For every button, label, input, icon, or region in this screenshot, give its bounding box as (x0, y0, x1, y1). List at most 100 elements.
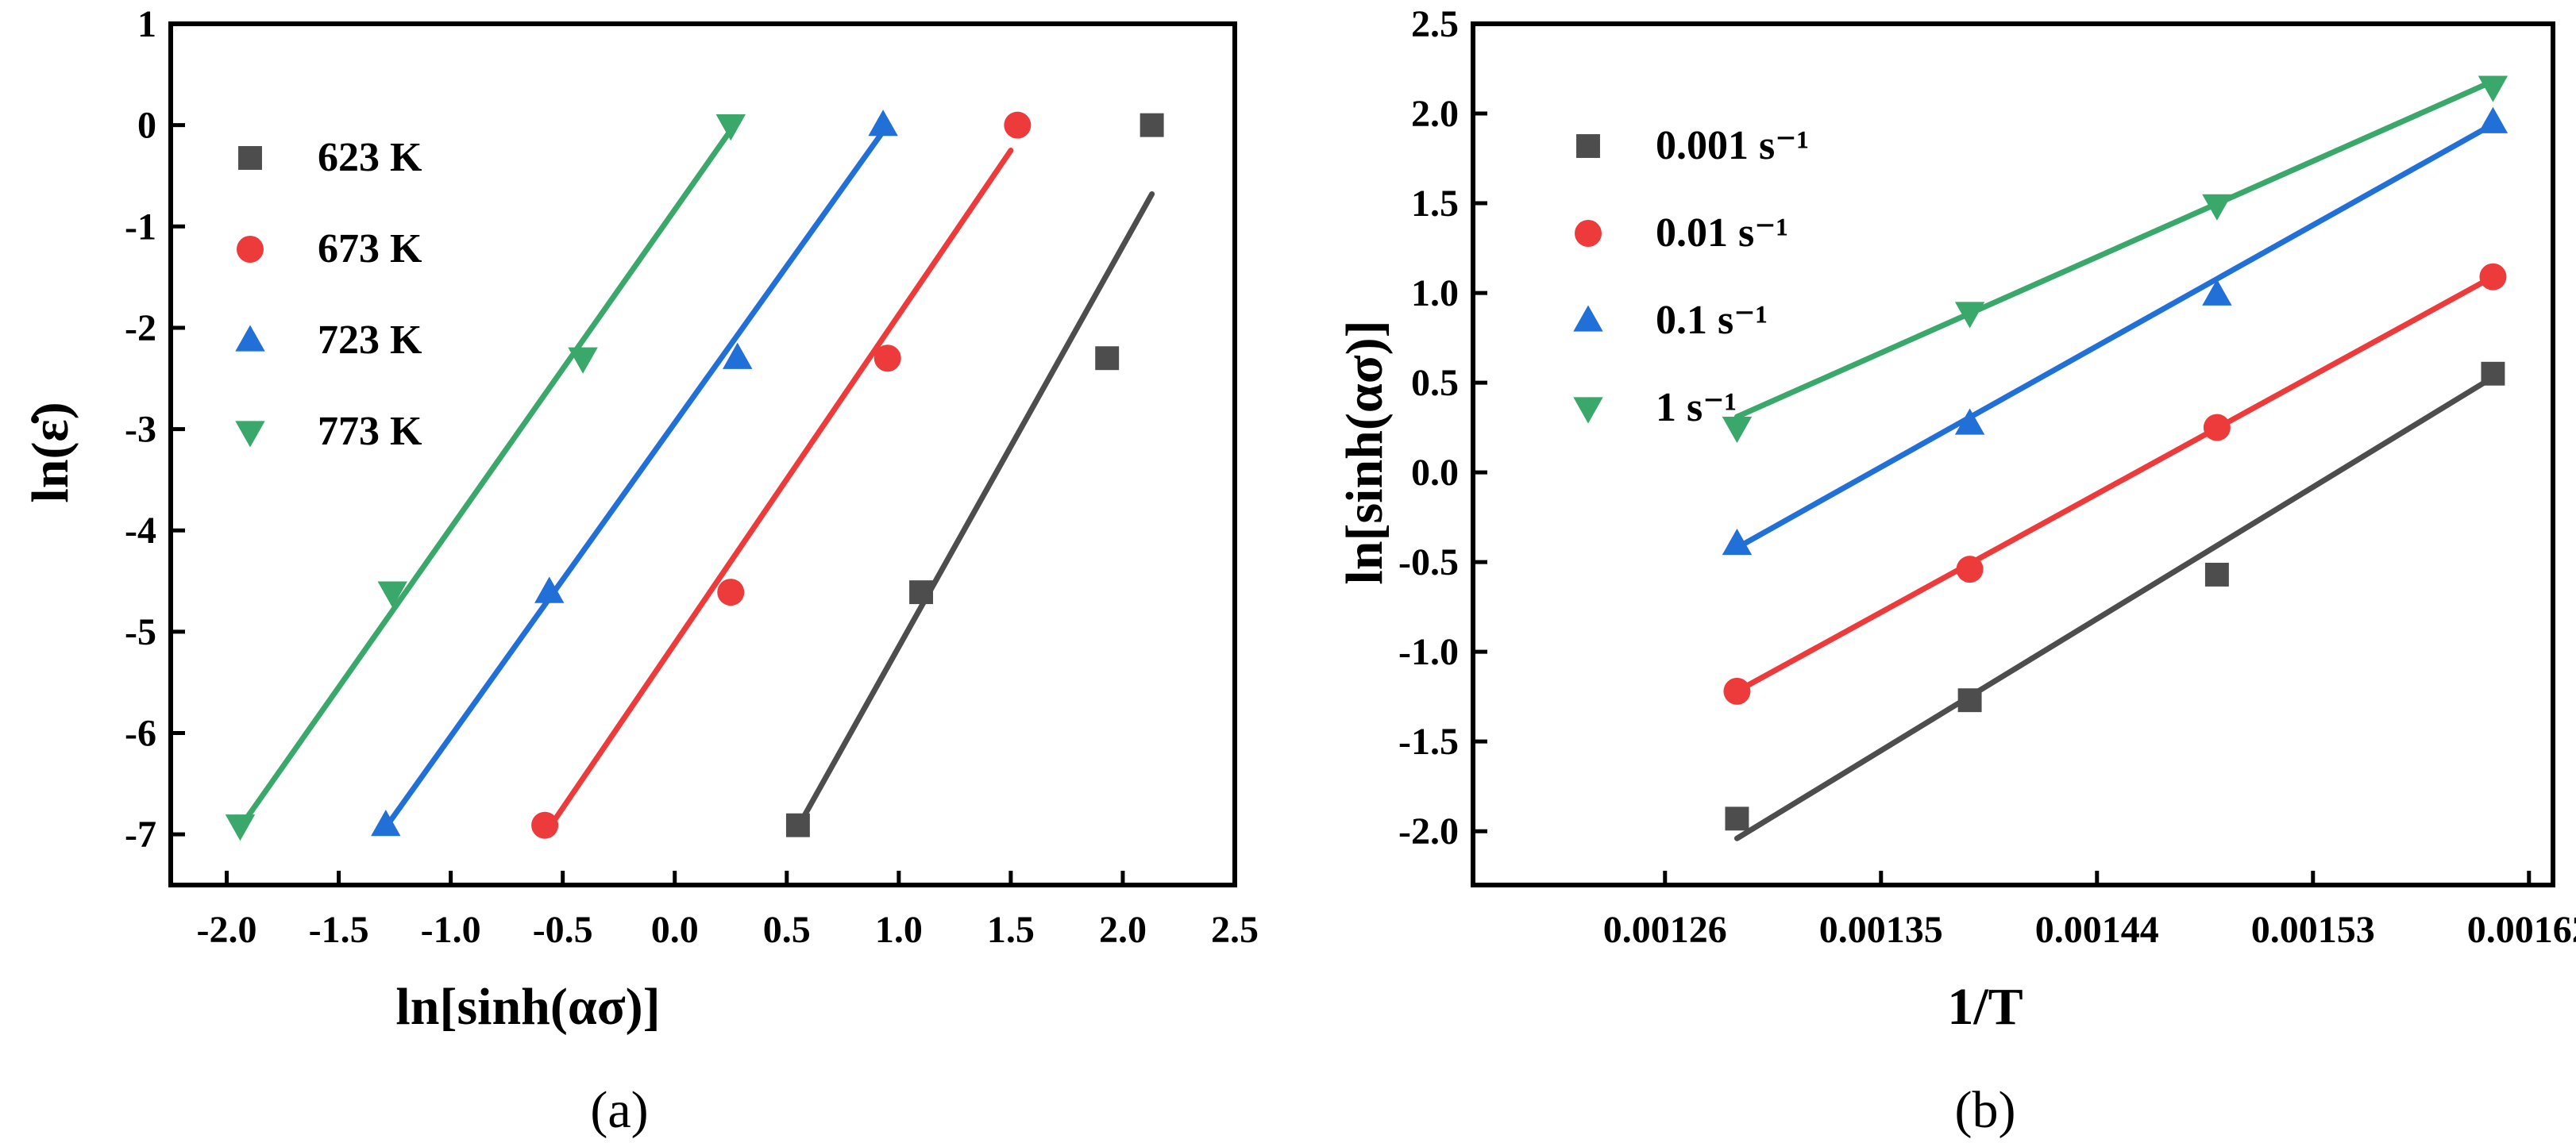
data-point (1956, 556, 1984, 583)
data-point (2204, 562, 2229, 587)
x-tick-label: 0.00144 (2035, 909, 2159, 951)
y-tick-label: 0 (137, 105, 156, 147)
fit-line (542, 148, 1014, 837)
legend-marker (238, 146, 262, 170)
legend-label: 673 K (318, 226, 422, 271)
x-tick-labels-b: 0.00126 0.00135 0.00144 0.00153 0.00162 (1603, 909, 2576, 951)
y-tick-label: -2.0 (1398, 810, 1459, 852)
x-tick-label: 0.0 (651, 909, 699, 951)
data-point (1722, 416, 1753, 444)
y-tick-label: -5 (125, 611, 156, 653)
y-tick-label: -7 (125, 814, 156, 856)
y-tick-label: 0.0 (1411, 452, 1459, 494)
data-point (785, 813, 810, 837)
x-axis-title-b: 1/T (1947, 978, 2023, 1036)
legend-marker (237, 236, 264, 263)
data-point (1957, 688, 1982, 713)
plot-frame-a (168, 21, 1237, 887)
x-tick-label: 2.5 (1211, 909, 1259, 951)
y-tick-label: 1 (137, 3, 156, 45)
x-tick-label: 2.0 (1099, 909, 1147, 951)
fit-line (383, 122, 891, 830)
y-axis-title-a: ln(ε̇) (21, 402, 79, 502)
legend-marker (1573, 397, 1603, 424)
y-tick-label: -3 (125, 409, 156, 451)
data-point (2478, 75, 2509, 102)
y-tick-label: 1.0 (1411, 272, 1459, 314)
data-point (2479, 263, 2507, 291)
fit-line (1733, 374, 2496, 841)
data-point (2478, 106, 2509, 133)
data-point (2481, 361, 2505, 386)
panel-label-a: (a) (590, 1081, 648, 1139)
legend-marker (1576, 134, 1600, 158)
legend-label: 0.001 s⁻¹ (1656, 123, 1809, 168)
x-axis-title-a: ln[sinh(ασ)] (395, 978, 660, 1036)
data-point (1722, 528, 1753, 556)
fit-lines-b (1733, 78, 2496, 841)
legend-marker (1573, 305, 1603, 332)
y-tick-labels-b: 2.5 2.0 1.5 1.0 0.5 0.0 -0.5 -1.0 -1.5 -2.0 (1398, 3, 1459, 852)
y-tick-label: -1.5 (1398, 721, 1459, 763)
y-tick-label: -1 (125, 206, 156, 248)
legend-label: 773 K (318, 409, 422, 454)
legend-b: 0.001 s⁻¹ 0.01 s⁻¹ 0.1 s⁻¹ 1 s⁻¹ (1573, 123, 1809, 430)
data-point (909, 580, 934, 605)
chart-panel-a: 1 0 -1 -2 -3 -4 -5 -6 -7 -2.0 -1.5 -1.0 -0.5 0.0 0.5 1… (21, 3, 1259, 1139)
x-tick-label: 0.00162 (2467, 909, 2576, 951)
fit-line (237, 127, 734, 830)
legend-marker (235, 421, 265, 448)
legend-label: 0.1 s⁻¹ (1656, 298, 1768, 343)
legend-a: 623 K 673 K 723 K 773 K (235, 135, 422, 454)
data-points-b (1722, 75, 2509, 831)
x-tick-label: -0.5 (533, 909, 593, 951)
x-tick-labels-a: -2.0 -1.5 -1.0 -0.5 0.0 0.5 1.0 1.5 2.0 2.5 (197, 909, 1259, 951)
data-points-a (225, 110, 1164, 841)
y-tick-labels-a: 1 0 -1 -2 -3 -4 -5 -6 -7 (125, 3, 156, 856)
data-point (568, 347, 598, 374)
y-tick-label: -1.0 (1398, 631, 1459, 673)
data-point (868, 110, 898, 137)
data-point (225, 814, 256, 841)
legend-marker (235, 325, 265, 352)
chart-panel-b: 2.5 2.0 1.5 1.0 0.5 0.0 -0.5 -1.0 -1.5 -2.0 0.001… (1336, 3, 2576, 1139)
data-point (1954, 408, 1985, 435)
fit-line (1733, 121, 2496, 551)
tick-marks-a (171, 21, 1237, 885)
data-point (1725, 806, 1749, 831)
x-tick-label: 0.5 (763, 909, 811, 951)
legend-label: 0.01 s⁻¹ (1656, 210, 1788, 256)
data-point (873, 344, 901, 372)
data-point (1140, 113, 1164, 137)
legend-label: 623 K (318, 135, 422, 180)
x-tick-label: 1.5 (987, 909, 1035, 951)
y-tick-label: -6 (125, 713, 156, 755)
data-point (1954, 302, 1985, 329)
data-point (2202, 279, 2232, 306)
panel-label-b: (b) (1955, 1081, 2016, 1139)
fit-line (800, 190, 1155, 822)
x-tick-label: -1.0 (421, 909, 481, 951)
y-tick-label: -4 (125, 510, 156, 552)
x-tick-label: 1.0 (875, 909, 923, 951)
data-point (534, 576, 565, 603)
tick-marks-b (1473, 21, 2532, 885)
legend-label: 723 K (318, 318, 422, 363)
y-axis-title-b: ln[sinh(ασ)] (1336, 320, 1394, 584)
data-point (715, 114, 746, 141)
data-point (717, 579, 745, 606)
fit-line (1733, 78, 2496, 420)
x-tick-label: 0.00126 (1603, 909, 1727, 951)
data-point (2203, 414, 2231, 441)
data-point (531, 811, 559, 839)
y-tick-label: 1.5 (1411, 183, 1459, 225)
y-tick-label: 2.0 (1411, 93, 1459, 135)
data-point (723, 342, 753, 369)
y-tick-label: 0.5 (1411, 362, 1459, 404)
data-point (371, 810, 401, 837)
legend-marker (1575, 220, 1602, 247)
y-tick-label: 2.5 (1411, 3, 1459, 45)
data-point (1095, 346, 1120, 371)
data-point (1723, 677, 1751, 705)
